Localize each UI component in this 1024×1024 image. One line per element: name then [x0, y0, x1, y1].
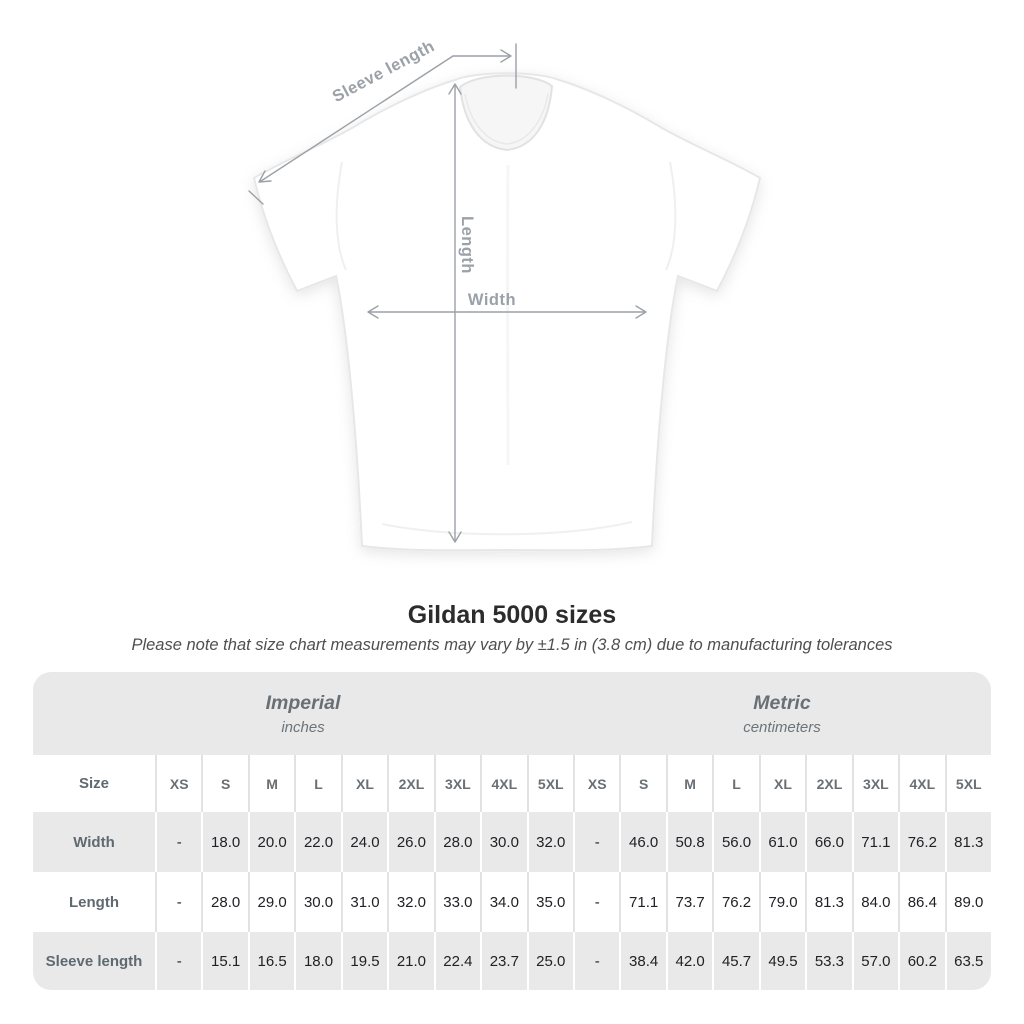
metric-title: Metric	[753, 691, 811, 714]
metric-unit: centimeters	[743, 718, 821, 736]
cell-value: -	[155, 932, 202, 990]
cell-value: 60.2	[898, 932, 945, 990]
cell-value: 84.0	[851, 872, 899, 932]
size-col-header: L	[712, 755, 759, 812]
cell-value: 86.4	[898, 872, 945, 932]
size-col-header: 5XL	[944, 755, 991, 812]
size-col-header: M	[247, 755, 295, 812]
cell-value: 20.0	[247, 812, 295, 872]
row-label-sleeve-length: Sleeve length	[33, 932, 155, 990]
cell-value: -	[155, 812, 202, 872]
cell-value: 79.0	[758, 872, 806, 932]
cell-value: 46.0	[619, 812, 666, 872]
length-label: Length	[458, 216, 476, 274]
cell-value: 24.0	[340, 812, 388, 872]
size-col-header: 2XL	[387, 755, 434, 812]
cell-value: 21.0	[387, 932, 434, 990]
cell-value: 76.2	[712, 872, 759, 932]
size-col-header: 4XL	[480, 755, 527, 812]
cell-value: 49.5	[758, 932, 806, 990]
imperial-unit: inches	[281, 718, 325, 736]
cell-value: 18.0	[294, 932, 341, 990]
size-col-header: 3XL	[851, 755, 899, 812]
cell-value: 29.0	[247, 872, 295, 932]
size-chart-title: Gildan 5000 sizes	[407, 601, 617, 629]
cell-value: 63.5	[944, 932, 991, 990]
cell-value: 32.0	[387, 872, 434, 932]
cell-value: 16.5	[247, 932, 295, 990]
cell-value: -	[572, 872, 620, 932]
row-label-length: Length	[33, 872, 155, 932]
cell-value: 56.0	[712, 812, 759, 872]
cell-value: 81.3	[805, 872, 852, 932]
cell-value: -	[155, 872, 202, 932]
size-row-label: Size	[33, 755, 155, 812]
cell-value: 45.7	[712, 932, 759, 990]
cell-value: 42.0	[665, 932, 713, 990]
size-col-header: 4XL	[898, 755, 945, 812]
cell-value: 61.0	[758, 812, 806, 872]
sleeve-end-tick	[248, 190, 264, 205]
size-col-header: S	[201, 755, 248, 812]
cell-value: 18.0	[201, 812, 248, 872]
cell-value: 28.0	[433, 812, 481, 872]
tolerance-note: Please note that size chart measurements…	[131, 636, 893, 654]
cell-value: 32.0	[526, 812, 573, 872]
cell-value: 34.0	[480, 872, 527, 932]
size-col-header: 5XL	[526, 755, 573, 812]
cell-value: 23.7	[480, 932, 527, 990]
cell-value: 71.1	[619, 872, 666, 932]
width-label: Width	[468, 291, 516, 309]
size-col-header: XS	[572, 755, 620, 812]
cell-value: 57.0	[851, 932, 899, 990]
cell-value: 31.0	[340, 872, 388, 932]
row-label-width: Width	[33, 812, 155, 872]
cell-value: 26.0	[387, 812, 434, 872]
cell-value: 38.4	[619, 932, 666, 990]
cell-value: 53.3	[805, 932, 852, 990]
size-col-header: XS	[155, 755, 202, 812]
cell-value: 25.0	[526, 932, 573, 990]
imperial-title: Imperial	[265, 691, 341, 714]
cell-value: 73.7	[665, 872, 713, 932]
cell-value: 30.0	[294, 872, 341, 932]
cell-value: 19.5	[340, 932, 388, 990]
cell-value: 89.0	[944, 872, 991, 932]
size-col-header: 3XL	[433, 755, 481, 812]
cell-value: 81.3	[944, 812, 991, 872]
size-col-header: M	[665, 755, 713, 812]
cell-value: 28.0	[201, 872, 248, 932]
dimension-lines	[248, 43, 647, 543]
size-col-header: XL	[758, 755, 806, 812]
cell-value: 22.4	[433, 932, 481, 990]
cell-value: 50.8	[665, 812, 713, 872]
size-table: Imperial inches Metric centimeters Size …	[33, 672, 991, 990]
cell-value: 33.0	[433, 872, 481, 932]
cell-value: -	[572, 932, 620, 990]
metric-group-header: Metric centimeters	[572, 672, 991, 755]
cell-value: 15.1	[201, 932, 248, 990]
cell-value: 76.2	[898, 812, 945, 872]
cell-value: 35.0	[526, 872, 573, 932]
size-col-header: S	[619, 755, 666, 812]
cell-value: 22.0	[294, 812, 341, 872]
cell-value: -	[572, 812, 620, 872]
cell-value: 30.0	[480, 812, 527, 872]
cell-value: 71.1	[851, 812, 899, 872]
cell-value: 66.0	[805, 812, 852, 872]
tshirt-diagram: Sleeve length Length Width	[248, 37, 762, 552]
size-col-header: 2XL	[805, 755, 852, 812]
imperial-group-header: Imperial inches	[33, 672, 573, 755]
size-col-header: L	[294, 755, 341, 812]
size-col-header: XL	[340, 755, 388, 812]
